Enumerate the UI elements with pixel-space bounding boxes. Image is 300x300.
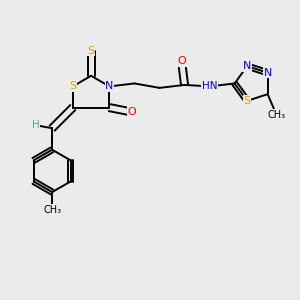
Text: H: H [32,120,40,130]
Text: S: S [69,81,76,92]
Text: HN: HN [202,81,217,92]
Text: O: O [177,56,186,66]
Text: CH₃: CH₃ [267,110,286,120]
Text: O: O [127,107,136,117]
Text: S: S [244,96,251,106]
Text: S: S [88,46,95,56]
Text: N: N [263,68,272,78]
Text: N: N [243,61,251,71]
Text: CH₃: CH₃ [43,205,61,215]
Text: N: N [105,81,114,92]
